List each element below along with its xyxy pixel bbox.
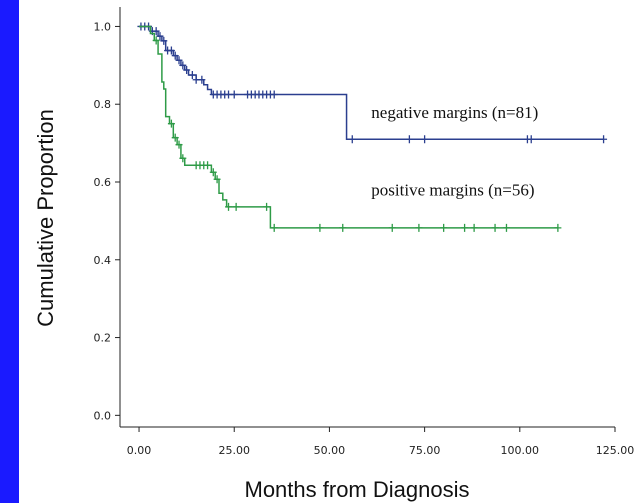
axes: 0.0 0.2 0.4 0.6 0.8 1.0 0.00 25.00 50.00 75.00 100… (94, 7, 635, 457)
censor-mark (470, 223, 478, 232)
censor-mark (263, 202, 271, 211)
censor-mark (316, 223, 324, 232)
censor-mark (167, 119, 175, 128)
x-tick-label: 100.00 (501, 444, 540, 457)
censor-mark (232, 202, 240, 211)
x-tick-label: 75.00 (409, 444, 441, 457)
series-layer (137, 22, 608, 232)
series-negative-margins (137, 22, 608, 144)
y-tick-label: 0.2 (94, 332, 112, 345)
censor-mark (405, 135, 413, 144)
annotations: negative margins (n=81) positive margins … (371, 103, 538, 200)
censor-mark (270, 90, 278, 99)
censor-mark (167, 46, 175, 55)
series-annotation: negative margins (n=81) (371, 103, 538, 122)
censor-mark (160, 36, 168, 45)
censor-mark (179, 154, 187, 163)
censor-mark (152, 36, 160, 45)
censor-mark (152, 27, 160, 36)
censor-mark (188, 71, 196, 80)
chart-panel: 0.0 0.2 0.4 0.6 0.8 1.0 0.00 25.00 50.00 75.00 100… (19, 0, 635, 503)
y-tick-label: 1.0 (94, 20, 112, 33)
censor-mark (491, 223, 499, 232)
x-tick-label: 25.00 (218, 444, 250, 457)
y-tick-label: 0.8 (94, 98, 112, 111)
series-positive-margins (139, 25, 562, 232)
censor-mark (171, 51, 179, 60)
censor-mark (388, 223, 396, 232)
censor-mark (348, 135, 356, 144)
y-tick-label: 0.6 (94, 176, 112, 189)
censor-mark (440, 223, 448, 232)
censor-mark (527, 135, 535, 144)
x-tick-label: 50.00 (314, 444, 346, 457)
survival-step-line (139, 25, 604, 140)
y-tick-label: 0.0 (94, 409, 112, 422)
survival-chart: 0.0 0.2 0.4 0.6 0.8 1.0 0.00 25.00 50.00 75.00 100… (33, 7, 635, 502)
censor-mark (198, 75, 206, 84)
series-annotation: positive margins (n=56) (371, 181, 534, 200)
censor-mark (421, 135, 429, 144)
censor-mark (600, 135, 608, 144)
y-tick-label: 0.4 (94, 254, 112, 267)
censor-mark (213, 175, 221, 184)
censor-mark (554, 223, 562, 232)
censor-mark (175, 56, 183, 65)
y-axis-title: Cumulative Proportion (33, 109, 58, 327)
survival-step-line (139, 25, 558, 229)
x-axis-title: Months from Diagnosis (245, 477, 470, 502)
censor-mark (270, 223, 278, 232)
x-tick-label: 0.00 (127, 444, 152, 457)
censor-mark (175, 140, 183, 149)
censor-mark (156, 32, 164, 41)
censor-mark (171, 133, 179, 142)
censor-mark (461, 223, 469, 232)
censor-mark (225, 202, 233, 211)
censor-mark (415, 223, 423, 232)
censor-mark (339, 223, 347, 232)
censor-mark (230, 90, 238, 99)
censor-mark (204, 161, 212, 170)
censor-mark (502, 223, 510, 232)
censor-mark (183, 66, 191, 74)
censor-mark (179, 61, 187, 70)
censor-mark (209, 168, 217, 177)
x-tick-label: 125.00 (596, 444, 635, 457)
